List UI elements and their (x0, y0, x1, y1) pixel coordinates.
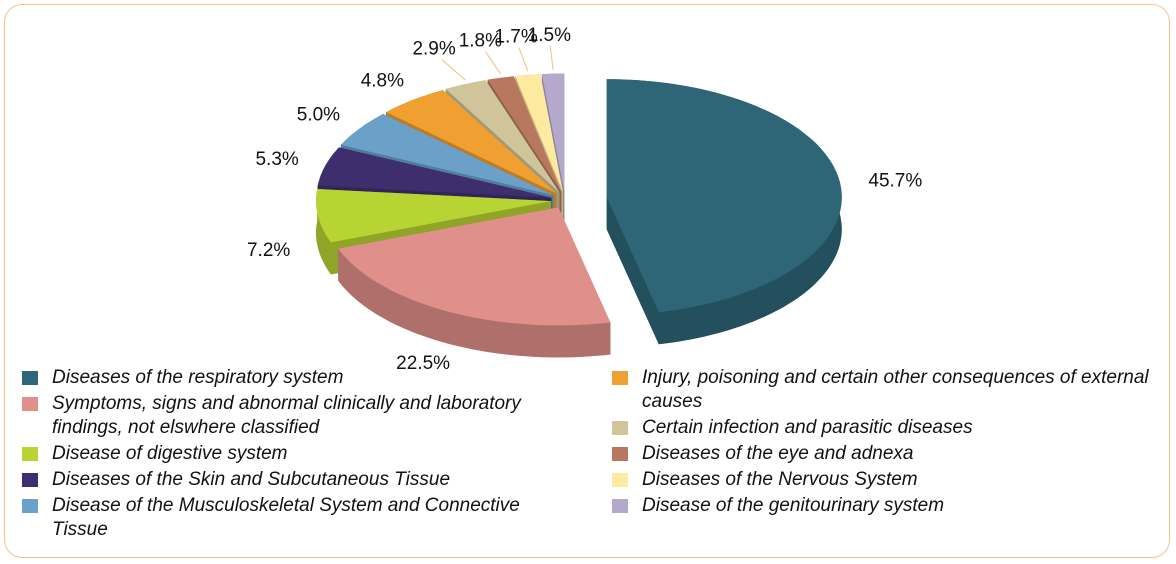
legend-label: Disease of the genitourinary system (642, 495, 945, 516)
legend-item: Diseases of the respiratory system (20, 366, 580, 390)
slice (487, 76, 562, 192)
slice-side (606, 197, 659, 345)
legend: Diseases of the respiratory system Sympto… (20, 366, 580, 544)
legend-item: Disease of the genitourinary system (610, 494, 1170, 518)
data-label: 7.2% (247, 240, 290, 261)
slice (541, 73, 565, 192)
slice (515, 74, 563, 192)
legend-label: Diseases of the Skin and Subcutaneous Ti… (52, 469, 451, 490)
legend-item: Disease of digestive system (20, 442, 580, 466)
data-label: 4.8% (361, 70, 404, 91)
legend-label: Injury, poisoning and certain other cons… (642, 367, 1149, 412)
legend-item: Symptoms, signs and abnormal clinically … (20, 392, 580, 440)
data-label: 22.5% (396, 353, 450, 374)
legend-item: Injury, poisoning and certain other cons… (610, 366, 1170, 414)
slice (316, 189, 552, 243)
slice-group (338, 207, 611, 358)
legend-swatch (612, 421, 628, 435)
legend-swatch (612, 447, 628, 461)
legend-swatch (22, 447, 38, 461)
legend-label: Symptoms, signs and abnormal clinically … (52, 393, 521, 438)
legend-item: Certain infection and parasitic diseases (610, 416, 1170, 440)
legend-item: Diseases of the Nervous System (610, 468, 1170, 492)
slice (338, 207, 611, 326)
legend-swatch (22, 397, 38, 411)
data-label: 45.7% (868, 170, 922, 191)
chart-frame (4, 4, 1170, 558)
slice (445, 80, 560, 193)
leader-line (518, 47, 529, 72)
legend-swatch (612, 473, 628, 487)
data-label: 5.3% (255, 149, 298, 170)
data-label: 5.0% (297, 104, 340, 125)
legend-swatch (22, 473, 38, 487)
leader-line (441, 59, 466, 81)
slice-rim (338, 248, 611, 358)
slice (340, 114, 554, 196)
slice-rim (316, 189, 331, 275)
leader-line (549, 45, 554, 70)
slice (317, 147, 552, 198)
legend-swatch (22, 371, 38, 385)
legend-swatch (612, 499, 628, 513)
legend-label: Diseases of the respiratory system (52, 367, 344, 388)
slice (606, 79, 842, 313)
leader-line (484, 51, 501, 75)
legend-label: Disease of digestive system (52, 443, 288, 464)
legend-item: Disease of the Musculoskeletal System an… (20, 494, 580, 542)
legend-item: Diseases of the Skin and Subcutaneous Ti… (20, 468, 580, 492)
legend-swatch (612, 371, 628, 385)
slice-group (606, 79, 842, 345)
legend-label: Diseases of the eye and adnexa (642, 443, 914, 464)
legend: Injury, poisoning and certain other cons… (610, 366, 1170, 520)
data-label: 1.8% (459, 30, 502, 51)
data-label: 2.9% (412, 39, 455, 60)
slice (386, 90, 557, 194)
legend-item: Diseases of the eye and adnexa (610, 442, 1170, 466)
legend-label: Disease of the Musculoskeletal System an… (52, 495, 520, 540)
legend-label: Diseases of the Nervous System (642, 469, 918, 490)
legend-swatch (22, 499, 38, 513)
data-label: 1.7% (494, 27, 537, 48)
data-label: 1.5% (528, 25, 571, 46)
legend-label: Certain infection and parasitic diseases (642, 417, 973, 438)
